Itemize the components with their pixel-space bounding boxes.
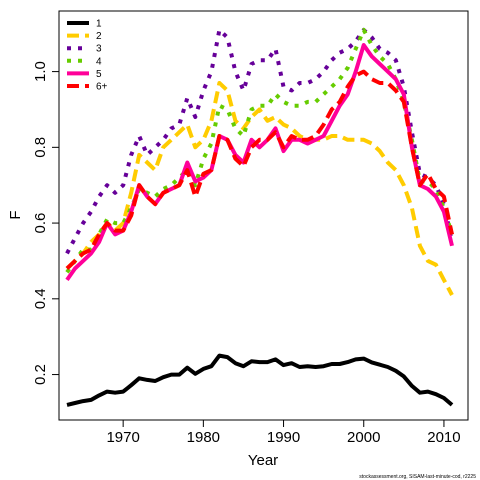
y-tick-label: 0.4 [32, 288, 49, 309]
series-line-4 [65, 27, 454, 274]
series-line-3 [65, 27, 454, 255]
x-tick-label: 1980 [187, 429, 220, 446]
y-axis: 0.2 0.4 0.6 0.8 1.0 [32, 61, 59, 385]
series-line-1 [66, 353, 454, 407]
y-tick-label: 0.2 [32, 364, 49, 385]
legend-label: 4 [96, 56, 102, 67]
caption-text: stockassessment.org, SISAM-last-minute-c… [359, 474, 476, 480]
x-axis: 1970 1980 1990 2000 2010 [106, 420, 461, 446]
y-tick-label: 0.6 [32, 213, 49, 234]
legend-label: 2 [96, 31, 102, 42]
series-layer [65, 27, 454, 407]
y-tick-label: 0.8 [32, 137, 49, 158]
series-line-2 [65, 81, 454, 296]
legend-label: 3 [96, 44, 102, 55]
series-line-5 [65, 43, 454, 282]
legend: 12 34 5 6+ [67, 19, 108, 93]
x-tick-label: 1990 [267, 429, 300, 446]
y-axis-title: F [7, 210, 24, 219]
x-tick-label: 2000 [347, 429, 380, 446]
legend-label: 1 [96, 19, 102, 30]
legend-label: 6+ [96, 82, 108, 93]
x-tick-label: 1970 [106, 429, 139, 446]
x-tick-label: 2010 [427, 429, 460, 446]
legend-label: 5 [96, 69, 102, 80]
series-line-6plus [65, 69, 454, 270]
x-axis-title: Year [248, 452, 278, 469]
plot-frame [58, 10, 469, 421]
y-tick-label: 1.0 [32, 61, 49, 82]
